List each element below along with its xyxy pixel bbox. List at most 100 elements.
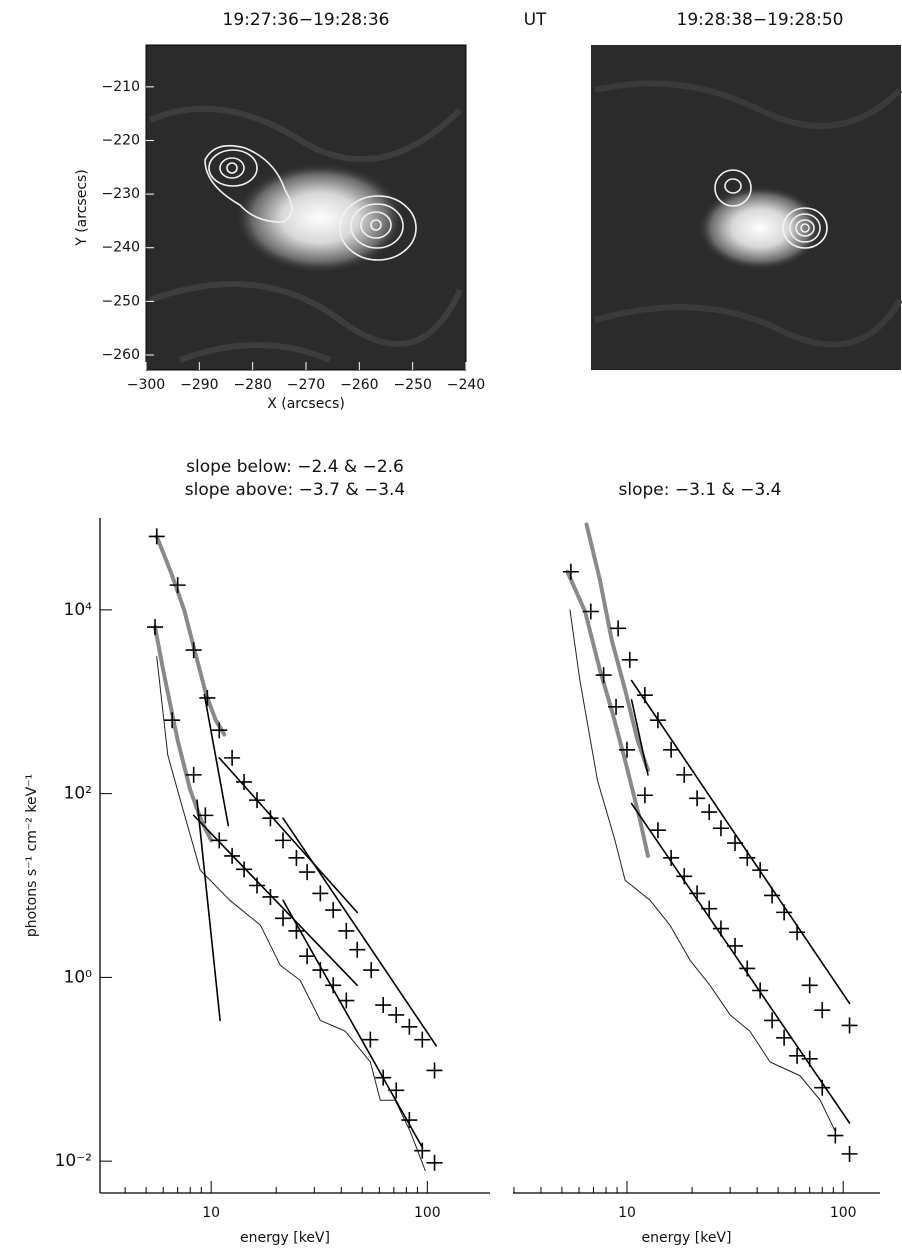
contour (370, 219, 382, 231)
x-tick-label: 100 (414, 1205, 441, 1221)
line (630, 679, 851, 1005)
data-point (618, 741, 635, 758)
line (192, 814, 359, 987)
data-point (401, 1018, 418, 1035)
contour (795, 219, 815, 237)
contour (360, 211, 392, 239)
data-point (388, 1082, 405, 1099)
data-point (211, 832, 228, 849)
data-point (148, 528, 165, 545)
data-point (275, 910, 292, 927)
data-point (211, 722, 228, 739)
y-tick-label: −240 (102, 240, 140, 256)
data-point (727, 835, 744, 852)
y-tick-label: 10⁰ (64, 967, 93, 987)
data-point (789, 924, 806, 941)
data-point (701, 900, 718, 917)
data-point (338, 992, 355, 1009)
contour (219, 157, 245, 179)
data-point (224, 749, 241, 766)
data-point (312, 885, 329, 902)
y-tick-label: −210 (102, 79, 140, 95)
panel-title: 19:27:36−19:28:36 (223, 10, 390, 30)
data-point (414, 1031, 431, 1048)
data-point (649, 822, 666, 839)
data-point (249, 877, 266, 894)
data-point (299, 948, 316, 965)
x-tick-label: −300 (127, 377, 165, 393)
data-point (776, 904, 793, 921)
data-point (582, 603, 599, 620)
data-point (338, 922, 355, 939)
contour (789, 213, 821, 243)
data-point (185, 766, 202, 783)
image-texture (594, 80, 902, 348)
data-point (739, 849, 756, 866)
x-axis-label: X (arcsecs) (267, 396, 345, 412)
x-axis-label: energy [keV] (240, 1230, 330, 1246)
thin-line (156, 656, 426, 1172)
data-point (262, 810, 279, 827)
data-point (401, 1112, 418, 1129)
data-point (426, 1154, 443, 1171)
contour (714, 169, 752, 207)
data-point (814, 1002, 831, 1019)
data-point (676, 766, 693, 783)
contour (782, 207, 828, 249)
data-point (363, 962, 380, 979)
image-right (591, 45, 902, 370)
line (218, 757, 359, 914)
x-tick-label: −260 (340, 377, 378, 393)
line (630, 699, 649, 776)
image-source (235, 163, 405, 273)
data-point (224, 847, 241, 864)
y-tick-label: 10² (64, 784, 92, 804)
y-tick-label: 10⁴ (64, 600, 93, 620)
data-point (325, 902, 342, 919)
data-point (249, 792, 266, 809)
contour (226, 162, 238, 174)
y-tick-label: −220 (102, 132, 140, 148)
data-point (663, 849, 680, 866)
data-point (676, 868, 693, 885)
y-axis-label: photons s⁻¹ cm⁻² keV⁻¹ (24, 774, 40, 937)
x-tick-label: −240 (447, 377, 485, 393)
line (630, 802, 851, 1124)
data-point (776, 1029, 793, 1046)
thick-line (153, 625, 214, 843)
x-tick-label: 100 (830, 1205, 857, 1221)
data-point (299, 864, 316, 881)
contour (724, 178, 742, 194)
image-texture (148, 105, 463, 363)
data-point (375, 997, 392, 1014)
line (196, 799, 221, 1022)
y-tick-label: −230 (102, 186, 140, 202)
time-label: UT (524, 10, 547, 30)
data-point (739, 960, 756, 977)
panel-title: 19:28:38−19:28:50 (677, 10, 844, 30)
x-tick-label: −290 (180, 377, 218, 393)
data-point (752, 862, 769, 879)
data-point (288, 922, 305, 939)
data-point (362, 1031, 379, 1048)
contours (204, 144, 417, 261)
data-point (649, 712, 666, 729)
x-tick-label: 10 (202, 1205, 220, 1221)
y-tick-label: −250 (102, 293, 140, 309)
y-tick-label: 10⁻² (55, 1151, 92, 1171)
data-point (608, 698, 625, 715)
x-axis-label: energy [keV] (642, 1230, 732, 1246)
thick-line (584, 522, 650, 773)
data-point (801, 1050, 818, 1067)
thin-line (569, 609, 836, 1133)
data-point (636, 687, 653, 704)
data-point (764, 887, 781, 904)
data-point (610, 620, 627, 637)
data-point (275, 832, 292, 849)
data-point (312, 962, 329, 979)
data-point (801, 977, 818, 994)
data-point (414, 1142, 431, 1159)
data-point (764, 1012, 781, 1029)
data-point (689, 790, 706, 807)
